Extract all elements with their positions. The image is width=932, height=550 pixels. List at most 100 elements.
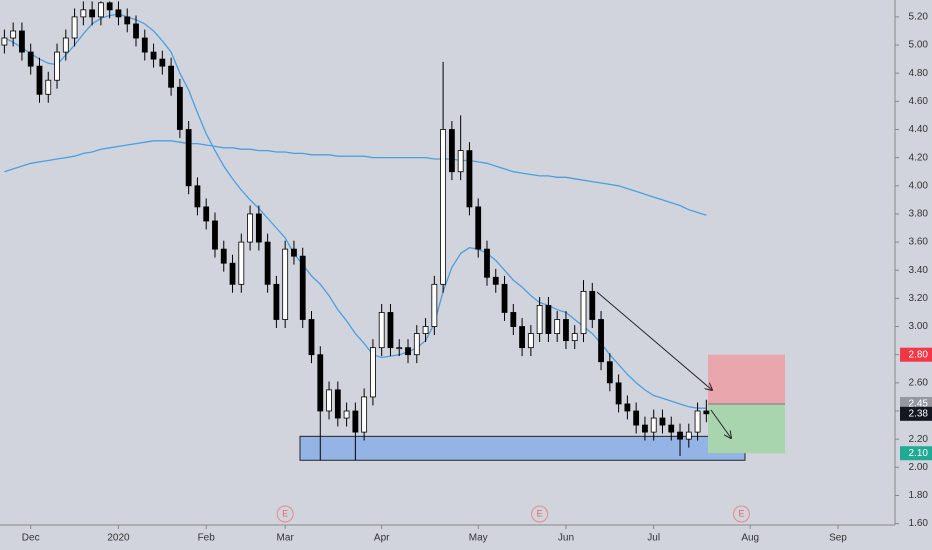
candle-body: [334, 389, 341, 419]
candle-body: [440, 129, 447, 285]
candle-body: [448, 129, 455, 173]
candle-body: [361, 396, 368, 433]
candle-body: [545, 305, 552, 334]
candle-body: [291, 248, 297, 257]
candle-body: [370, 347, 376, 398]
candle-body: [615, 382, 622, 405]
y-tick-label: 1.60: [909, 518, 929, 529]
candle-body: [598, 319, 604, 363]
candle-body: [317, 354, 324, 412]
candle-body: [80, 9, 87, 18]
target-box: [708, 403, 785, 454]
y-tick-label: 3.40: [909, 265, 929, 276]
moving-average: [4, 140, 707, 216]
y-tick-label: 5.20: [909, 12, 929, 23]
price-pill-label: 2.80: [909, 349, 929, 360]
candle-body: [387, 312, 394, 349]
candle-body: [527, 333, 534, 349]
candle-body: [133, 23, 139, 39]
event-marker: [732, 505, 750, 523]
candle-body: [238, 241, 245, 285]
candle-body: [571, 333, 578, 342]
y-tick-label: 2.00: [909, 462, 929, 473]
candle-body: [247, 213, 253, 243]
candle-body: [659, 417, 666, 426]
x-tick-label: Dec: [22, 533, 40, 544]
candle-body: [326, 389, 332, 412]
price-pill: [900, 406, 932, 421]
candle-body: [554, 319, 561, 334]
y-tick-label: 4.60: [909, 96, 929, 107]
candle-body: [212, 220, 218, 250]
candle-body: [264, 241, 271, 285]
event-label: E: [282, 508, 288, 518]
candle-body: [413, 333, 420, 356]
y-tick-label: 3.20: [909, 293, 929, 304]
event-label: E: [738, 508, 744, 518]
y-tick-label: 2.60: [909, 377, 929, 388]
candle-body: [580, 290, 587, 334]
price-pill: [900, 446, 932, 461]
candle-body: [378, 312, 385, 349]
x-tick-label: Sep: [829, 533, 847, 544]
event-marker: [531, 505, 549, 523]
candle-body: [563, 319, 569, 342]
x-tick-label: Aug: [741, 533, 759, 544]
x-tick-label: May: [469, 533, 488, 544]
y-tick-label: 4.80: [909, 68, 929, 79]
candle-body: [141, 37, 148, 53]
target-arrow: [710, 409, 731, 438]
candle-body: [106, 2, 113, 11]
candle-body: [475, 206, 482, 250]
candle-body: [124, 16, 131, 25]
candle-body: [685, 431, 692, 440]
candle-body: [194, 185, 201, 208]
candle-body: [220, 248, 227, 264]
candle-body: [1, 37, 8, 46]
trend-arrow: [596, 291, 712, 390]
price-pill: [900, 347, 932, 362]
candle-body: [98, 2, 104, 18]
y-tick-label: 4.20: [909, 152, 929, 163]
candle-body: [150, 51, 157, 60]
candle-body: [431, 283, 438, 327]
candle-body: [510, 312, 517, 327]
candle-body: [633, 410, 640, 426]
candle-body: [396, 347, 403, 350]
event-label: E: [537, 508, 543, 518]
price-pill-label: 2.45: [909, 399, 929, 410]
candle-body: [27, 51, 34, 67]
candle-body: [185, 129, 192, 187]
candle-body: [282, 248, 289, 320]
candle-body: [176, 86, 183, 130]
candle-body: [308, 319, 315, 356]
x-tick-label: Jun: [558, 533, 574, 544]
candle-body: [650, 417, 657, 433]
candle-body: [159, 58, 166, 67]
y-tick-label: 4.00: [909, 180, 929, 191]
y-tick-label: 5.00: [909, 40, 929, 51]
candle-body: [19, 30, 25, 53]
y-tick-label: 4.40: [909, 124, 929, 135]
candle-body: [54, 51, 60, 81]
y-tick-label: 3.60: [909, 237, 929, 248]
y-tick-label: 1.80: [909, 490, 929, 501]
candle-body: [299, 255, 306, 320]
event-marker: [276, 505, 294, 523]
candle-body: [642, 424, 648, 433]
candle-body: [519, 326, 525, 349]
candle-body: [352, 410, 359, 433]
candle-body: [422, 326, 429, 334]
candle-body: [62, 37, 69, 53]
x-tick-label: Apr: [374, 533, 390, 544]
y-tick-label: 3.00: [909, 321, 929, 332]
y-tick-label: 2.20: [909, 434, 929, 445]
moving-average: [4, 13, 707, 409]
candle-body: [589, 290, 596, 320]
candle-body: [668, 424, 675, 433]
candle-body: [45, 79, 52, 95]
candle-body: [677, 431, 683, 440]
candle-body: [273, 283, 280, 320]
